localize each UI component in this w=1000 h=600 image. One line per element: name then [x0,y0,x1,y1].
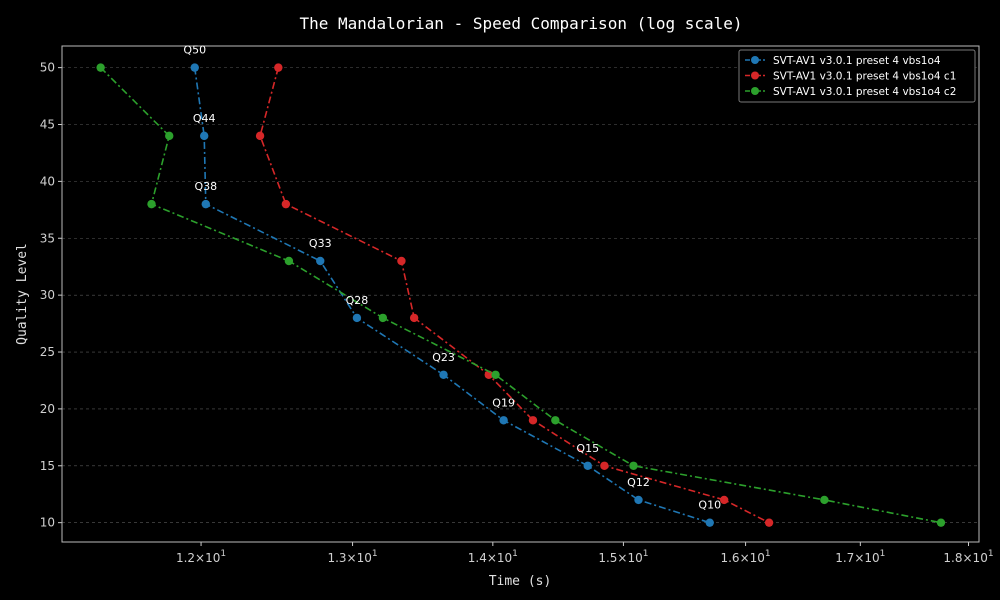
data-point-series-2 [255,131,265,141]
y-tick-label: 50 [40,61,55,75]
data-point-series-1 [190,63,199,72]
point-label: Q10 [698,499,721,512]
x-tick-label: 1.6×101 [720,549,770,565]
data-point-series-1 [634,495,643,505]
data-point-series-3 [629,461,638,470]
data-point-series-3 [165,131,174,141]
data-point-series-2 [274,63,283,72]
data-point-series-3 [936,518,946,527]
y-tick-label: 10 [40,516,55,530]
data-point-series-1 [200,131,209,141]
legend: SVT-AV1 v3.0.1 preset 4 vbs1o4 SVT-AV1 v3… [738,49,976,103]
x-tick-label: 1.8×101 [943,549,993,565]
data-point-series-1 [583,461,592,470]
data-point-series-3 [147,199,156,209]
data-point-series-2 [600,461,609,470]
data-point-series-1 [316,256,325,266]
legend-swatch-marker [751,56,759,64]
point-label: Q38 [194,180,217,193]
point-label: Q44 [193,112,216,125]
y-axis-label: Quality Level [15,243,30,345]
data-point-series-2 [281,199,291,209]
data-point-series-2 [764,518,774,527]
y-tick-label: 40 [40,174,55,188]
data-point-series-3 [378,313,388,323]
y-tick-label: 30 [40,288,55,302]
data-point-series-3 [491,370,500,379]
y-tick-label: 35 [40,231,55,245]
legend-swatch-marker [751,71,759,80]
data-point-series-3 [820,495,829,505]
y-tick-label: 20 [40,402,55,416]
point-label: Q23 [432,351,455,364]
x-tick-label: 1.3×101 [327,549,377,565]
data-point-series-1 [439,370,448,379]
point-label: Q50 [183,44,206,57]
point-label: Q12 [627,476,650,489]
data-point-series-1 [499,416,508,425]
point-label: Q28 [346,294,369,307]
data-point-series-1 [705,518,714,527]
legend-swatch-marker [751,87,759,95]
legend-entry-3: SVT-AV1 v3.0.1 preset 4 vbs1o4 c2 [773,86,956,98]
data-point-series-2 [719,495,729,505]
data-point-series-1 [352,313,362,323]
y-tick-label: 25 [40,345,55,359]
data-point-series-2 [397,256,406,266]
y-tick-label: 45 [40,117,55,131]
series-line-3 [100,67,942,524]
x-axis-label: Time (s) [489,574,552,589]
chart-title: The Mandalorian - Speed Comparison (log … [299,14,742,33]
legend-entry-2: SVT-AV1 v3.0.1 preset 4 vbs1o4 c1 [773,71,956,83]
x-tick-label: 1.5×101 [598,549,648,565]
data-point-series-3 [551,416,560,425]
plot-frame [61,45,980,543]
x-tick-label: 1.2×101 [176,549,226,565]
data-point-series-2 [409,313,419,323]
x-tick-label: 1.7×101 [835,549,885,565]
legend-entry-1: SVT-AV1 v3.0.1 preset 4 vbs1o4 [773,55,941,67]
x-tick-label: 1.4×101 [468,549,518,565]
data-point-series-2 [528,416,538,425]
data-point-series-3 [96,63,105,72]
series-line-2 [259,67,770,524]
point-label: Q15 [576,442,599,455]
legend-box [738,49,976,103]
point-label: Q19 [492,396,515,409]
data-point-series-3 [284,256,294,266]
y-tick-label: 15 [40,459,55,473]
data-point-series-1 [201,199,210,209]
point-label: Q33 [309,237,332,250]
